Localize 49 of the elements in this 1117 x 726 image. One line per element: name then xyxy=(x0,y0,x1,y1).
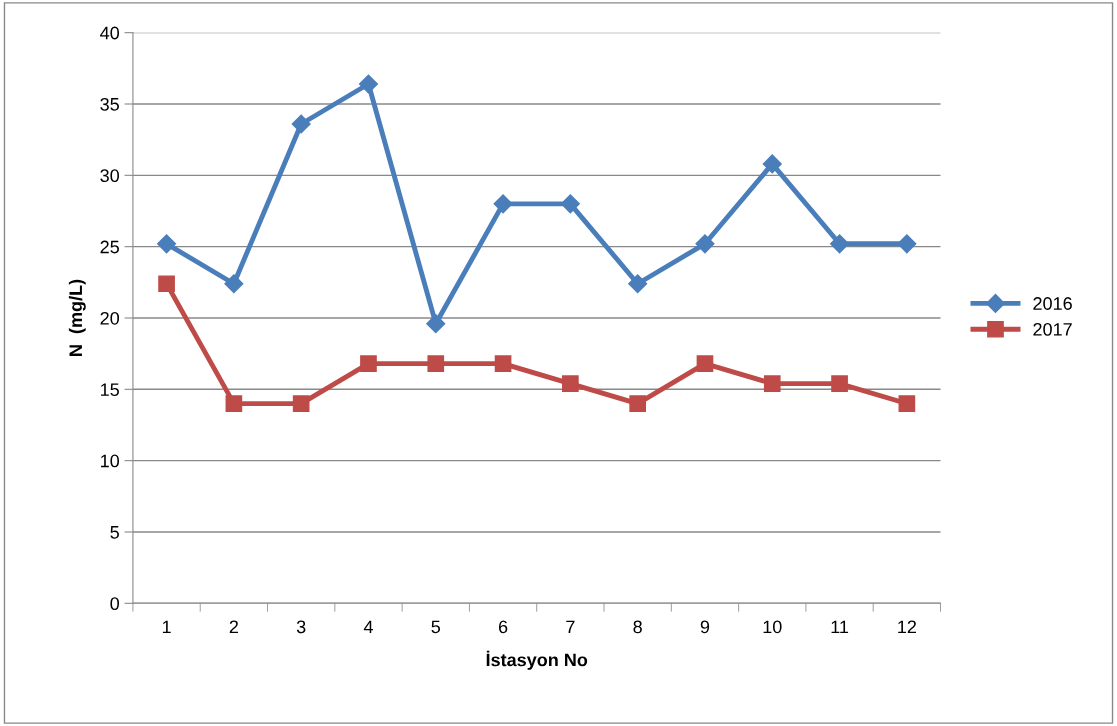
x-tick-label: 4 xyxy=(363,620,373,634)
x-tick-label: 12 xyxy=(898,620,916,634)
point xyxy=(696,355,714,372)
y-tick-label: 15 xyxy=(101,383,119,397)
x-tick-label: 11 xyxy=(831,620,849,634)
point xyxy=(629,395,647,412)
point xyxy=(562,375,579,392)
x-tick-label: 10 xyxy=(763,620,782,634)
y-tick-label: 25 xyxy=(100,240,119,254)
point xyxy=(560,194,580,214)
x-tick-label: 8 xyxy=(633,620,642,634)
x-tick-label: 6 xyxy=(498,620,508,634)
y-tick-label: 20 xyxy=(100,311,120,325)
point xyxy=(493,194,513,214)
point xyxy=(292,395,310,412)
legend-label: 2016 xyxy=(1033,297,1072,310)
point xyxy=(157,234,177,254)
point xyxy=(762,154,782,174)
point xyxy=(360,355,377,372)
point xyxy=(291,114,311,134)
x-tick-label: 7 xyxy=(566,620,575,634)
x-tick-label: 5 xyxy=(431,620,441,634)
point xyxy=(426,314,446,334)
y-tick-label: 35 xyxy=(100,97,119,111)
point xyxy=(695,234,715,254)
x-tick-label: 1 xyxy=(162,620,171,634)
y-tick-label: 30 xyxy=(100,169,120,183)
y-axis-title: N (mg/L) xyxy=(68,279,86,356)
point xyxy=(225,395,243,412)
x-tick-label: 2 xyxy=(229,620,238,634)
point xyxy=(494,355,512,372)
point xyxy=(831,375,848,392)
point xyxy=(763,375,781,392)
y-tick-label: 10 xyxy=(101,454,120,468)
point xyxy=(830,234,850,254)
x-axis-title: İstasyon No xyxy=(486,650,588,670)
point xyxy=(224,274,244,294)
point xyxy=(898,395,916,412)
point xyxy=(897,234,917,254)
legend-label: 2017 xyxy=(1033,322,1072,336)
point xyxy=(427,355,445,372)
point xyxy=(358,74,379,94)
y-tick-label: 40 xyxy=(100,26,120,40)
point xyxy=(628,274,648,294)
x-tick-label: 9 xyxy=(700,620,710,634)
y-tick-label: 0 xyxy=(110,597,120,611)
point xyxy=(158,275,175,293)
y-tick-label: 5 xyxy=(110,526,119,539)
x-tick-label: 3 xyxy=(296,620,306,634)
